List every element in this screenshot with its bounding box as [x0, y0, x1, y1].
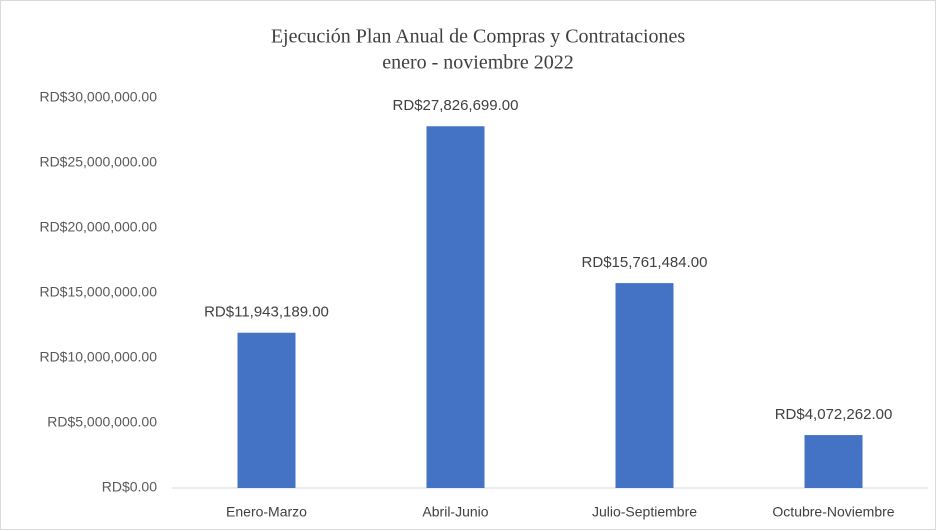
y-tick-label: RD$5,000,000.00 [47, 414, 157, 430]
data-label: RD$15,761,484.00 [582, 254, 708, 271]
y-tick-label: RD$15,000,000.00 [39, 284, 157, 300]
y-tick-label: RD$0.00 [102, 479, 157, 495]
x-tick-label: Octubre-Noviembre [772, 504, 894, 520]
bar [237, 332, 296, 488]
x-tick-label: Enero-Marzo [226, 504, 307, 520]
y-tick-label: RD$20,000,000.00 [39, 219, 157, 235]
chart-subtitle: enero - noviembre 2022 [382, 52, 574, 74]
bar [804, 435, 863, 488]
data-label: RD$4,072,262.00 [775, 406, 893, 423]
y-tick-label: RD$25,000,000.00 [39, 154, 157, 170]
x-tick-label: Abril-Junio [422, 504, 488, 520]
y-tick-label: RD$30,000,000.00 [39, 89, 157, 105]
bar [426, 126, 485, 488]
data-label: RD$27,826,699.00 [393, 97, 519, 114]
x-tick-label: Julio-Septiembre [592, 504, 697, 520]
data-label: RD$11,943,189.00 [204, 304, 329, 321]
bar [615, 283, 674, 488]
chart-title: Ejecución Plan Anual de Compras y Contra… [271, 26, 686, 48]
y-tick-label: RD$10,000,000.00 [39, 349, 157, 365]
